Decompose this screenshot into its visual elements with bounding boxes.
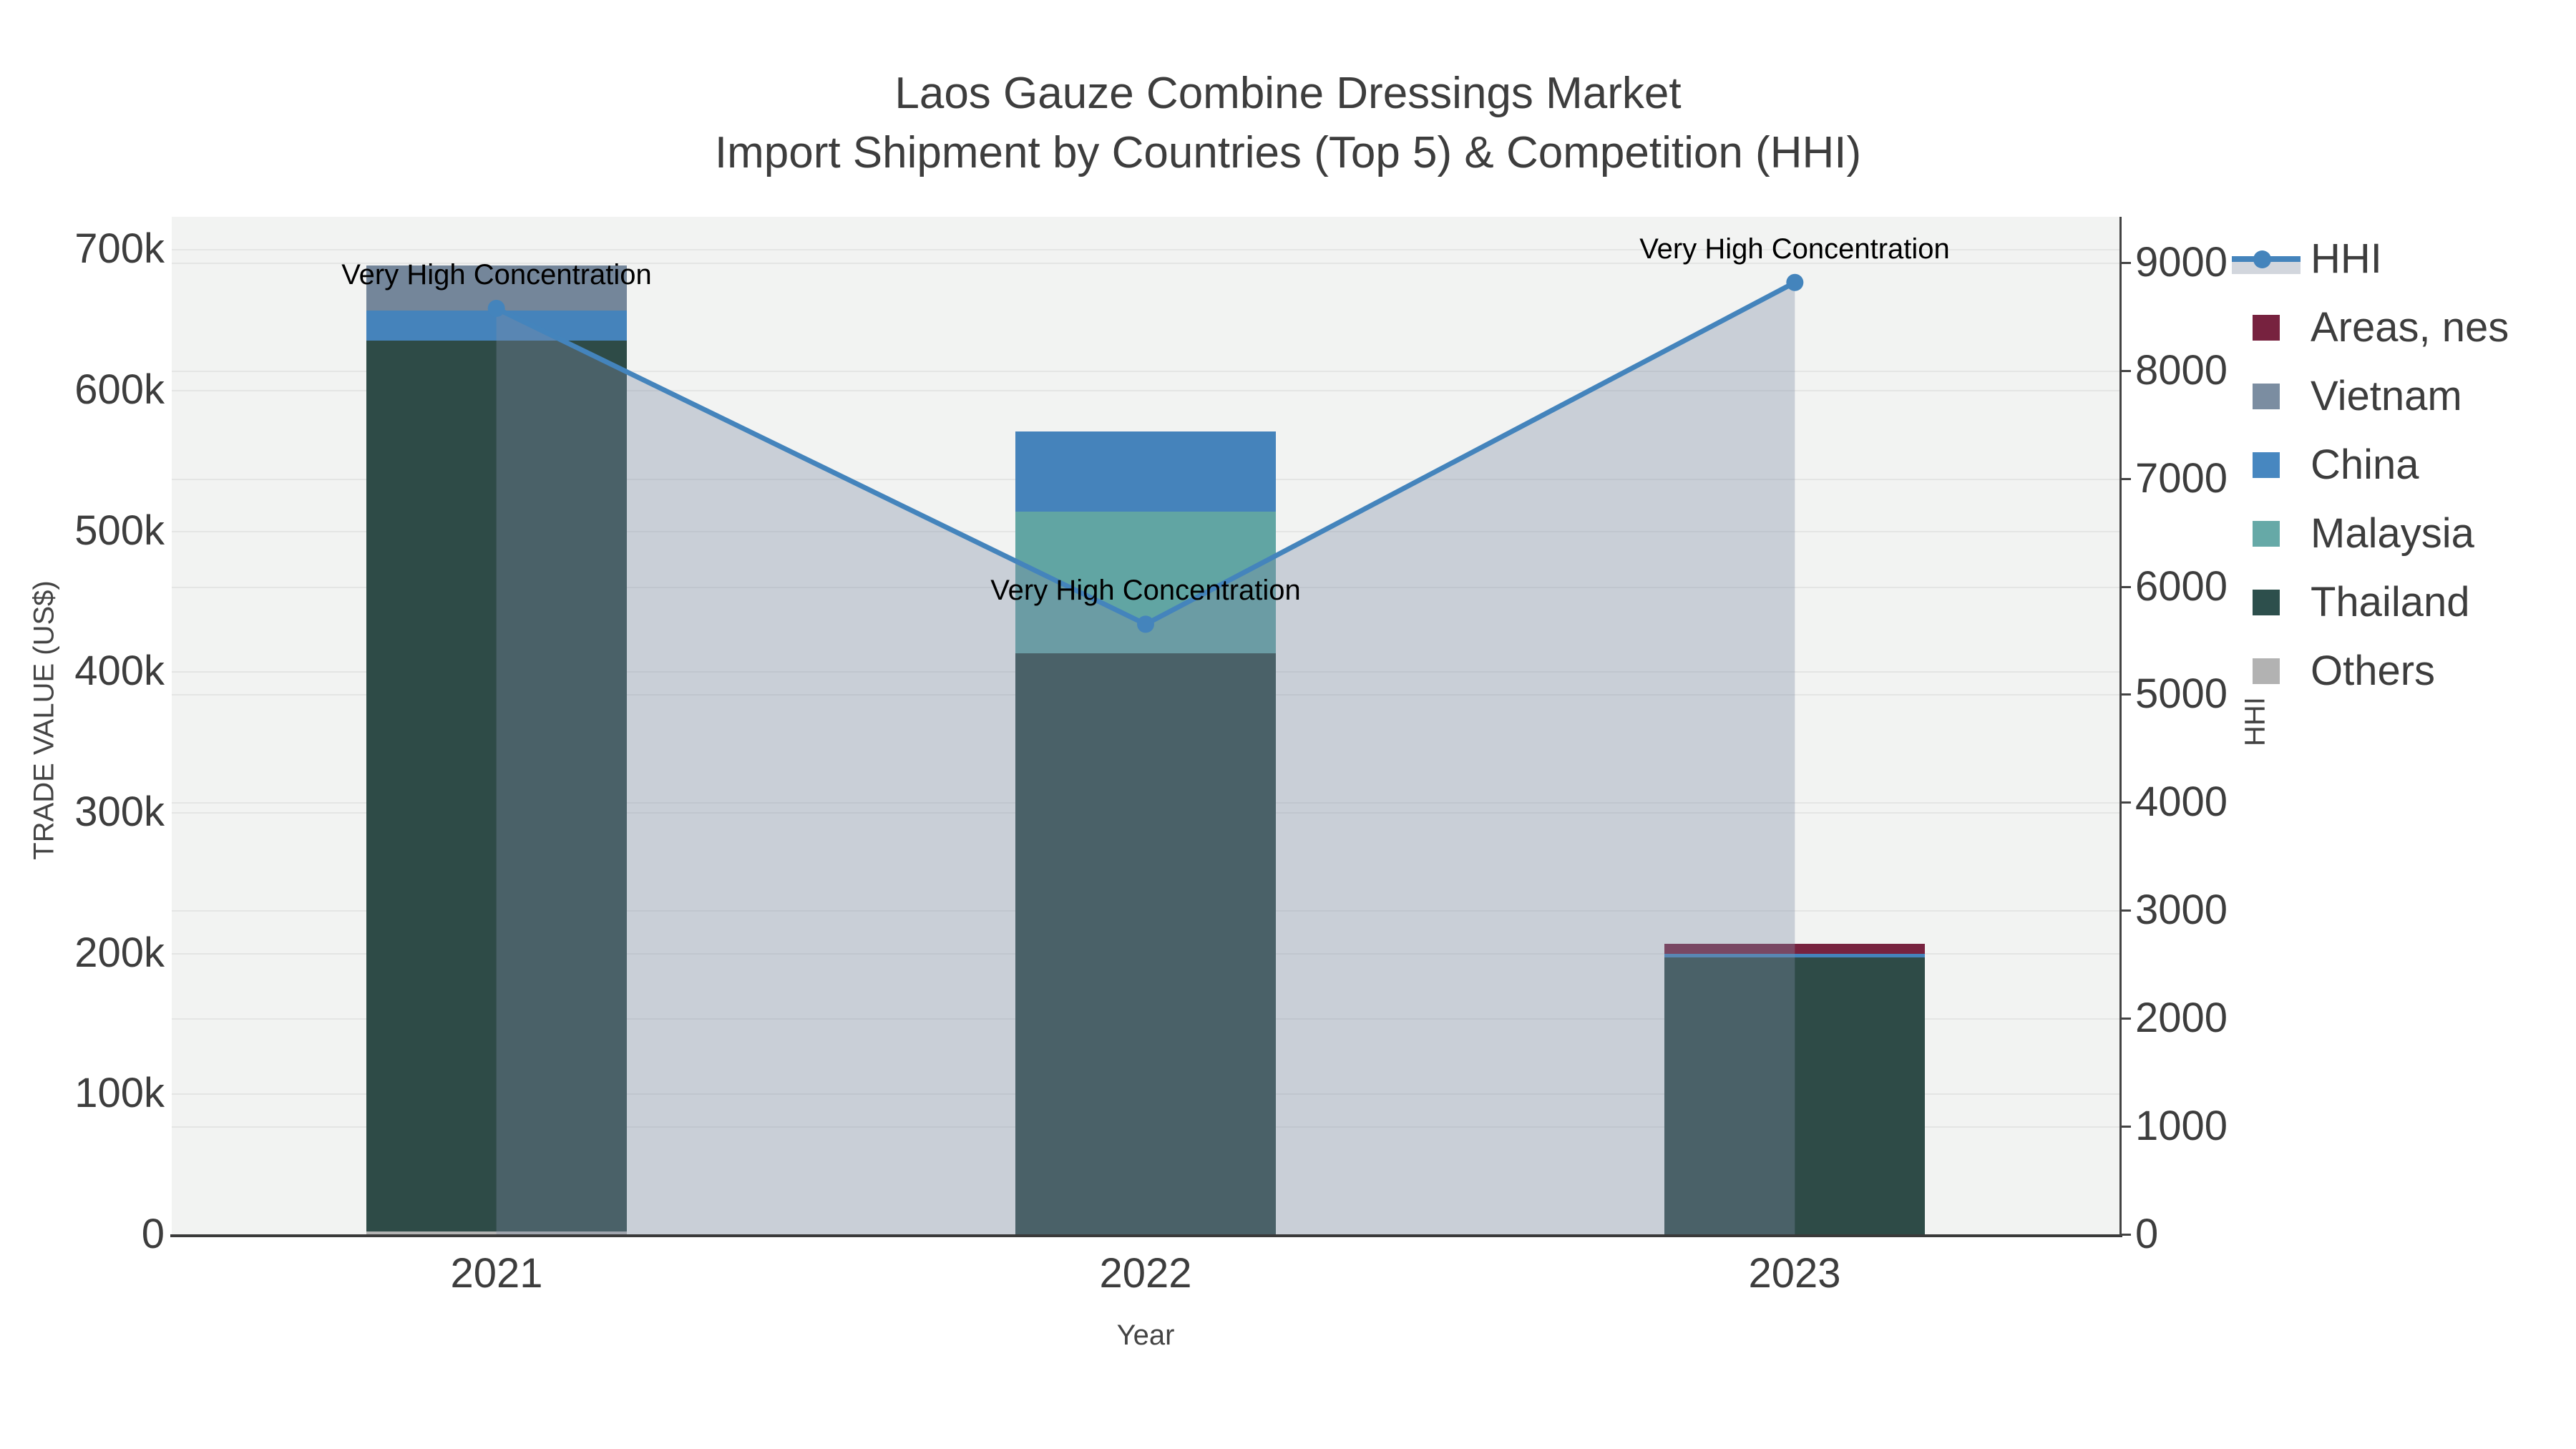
hhi-fill-swatch <box>2232 262 2301 274</box>
legend-label: Malaysia <box>2311 510 2474 557</box>
color-swatch-icon <box>2222 362 2311 431</box>
annotation-2023: Very High Concentration <box>1639 233 1950 265</box>
right-axis-tick-mark <box>2119 262 2131 264</box>
y-right-tick-8000: 8000 <box>2135 347 2228 394</box>
y-right-tick-7000: 7000 <box>2135 455 2228 502</box>
color-swatch-icon <box>2222 499 2311 568</box>
y-right-tick-6000: 6000 <box>2135 563 2228 610</box>
y-left-tick-700k: 700k <box>74 225 165 272</box>
y-left-tick-400k: 400k <box>74 648 165 694</box>
x-tick-2023: 2023 <box>1748 1250 1841 1297</box>
legend-label: Thailand <box>2311 579 2470 625</box>
y-right-tick-2000: 2000 <box>2135 995 2228 1041</box>
bar-areas-nes-2023[interactable] <box>1664 943 1925 954</box>
hhi-area-fill <box>496 282 1795 1234</box>
y-right-tick-5000: 5000 <box>2135 670 2228 717</box>
hhi-marker-2023[interactable] <box>1786 273 1804 291</box>
y-right-tick-9000: 9000 <box>2135 239 2228 286</box>
right-axis-tick-mark <box>2119 1018 2131 1020</box>
swatch-china <box>2253 452 2280 478</box>
annotation-2021: Very High Concentration <box>341 259 652 291</box>
bar-thailand-2022[interactable] <box>1015 653 1276 1234</box>
y-left-tick-200k: 200k <box>74 930 165 976</box>
bar-others-2021[interactable] <box>366 1231 627 1234</box>
legend-item-areas-nes[interactable]: Areas, nes <box>2222 293 2565 362</box>
right-axis-tick-mark <box>2119 586 2131 588</box>
right-axis-tick-mark <box>2119 1234 2131 1236</box>
y-left-tick-0: 0 <box>141 1211 165 1257</box>
legend-label: China <box>2311 441 2419 488</box>
right-axis-tick-mark <box>2119 1126 2131 1128</box>
chart-title-line1: Laos Gauze Combine Dressings Market <box>894 69 1682 118</box>
right-axis-tick-mark <box>2119 693 2131 696</box>
y-left-tick-100k: 100k <box>74 1070 165 1116</box>
swatch-vietnam <box>2253 384 2280 409</box>
x-tick-2021: 2021 <box>450 1250 543 1297</box>
swatch-thailand <box>2253 590 2280 615</box>
legend-item-hhi[interactable]: HHI <box>2222 225 2565 293</box>
y-axis-left-title: TRADE VALUE (US$) <box>28 580 60 860</box>
hhi-marker-2021[interactable] <box>487 299 505 317</box>
bar-china-2023[interactable] <box>1664 953 1925 957</box>
legend-label: Vietnam <box>2311 373 2462 419</box>
bar-thailand-2023[interactable] <box>1664 957 1925 1234</box>
y-right-tick-3000: 3000 <box>2135 887 2228 933</box>
legend-label: Areas, nes <box>2311 304 2509 351</box>
y-right-tick-1000: 1000 <box>2135 1103 2228 1149</box>
right-axis-tick-mark <box>2119 370 2131 372</box>
legend-item-china[interactable]: China <box>2222 431 2565 499</box>
gridline <box>172 263 2119 264</box>
right-axis-tick-mark <box>2119 909 2131 912</box>
legend-item-vietnam[interactable]: Vietnam <box>2222 362 2565 431</box>
hhi-line-layer <box>487 273 1804 1234</box>
x-axis-title: Year <box>1116 1319 1175 1351</box>
swatch-others <box>2253 658 2280 684</box>
bar-china-2022[interactable] <box>1015 431 1276 512</box>
hhi-line-swatch-icon <box>2222 225 2311 293</box>
gridline <box>172 249 2119 250</box>
legend: HHI Areas, nes Vietnam China Malaysia Thailan… <box>2222 225 2565 706</box>
y-right-tick-0: 0 <box>2135 1211 2159 1257</box>
swatch-malaysia <box>2253 521 2280 547</box>
legend-label: Others <box>2311 648 2436 694</box>
x-tick-2022: 2022 <box>1099 1250 1192 1297</box>
chart-title-line2: Import Shipment by Countries (Top 5) & C… <box>714 128 1862 177</box>
swatch-areas-nes <box>2253 315 2280 341</box>
y-right-tick-4000: 4000 <box>2135 779 2228 825</box>
hhi-marker-2022[interactable] <box>1137 615 1154 633</box>
right-axis-tick-mark <box>2119 801 2131 804</box>
legend-item-others[interactable]: Others <box>2222 637 2565 706</box>
y-left-tick-600k: 600k <box>74 366 165 413</box>
color-swatch-icon <box>2222 568 2311 637</box>
legend-item-malaysia[interactable]: Malaysia <box>2222 499 2565 568</box>
legend-label: HHI <box>2311 235 2382 282</box>
x-axis-line <box>170 1234 2122 1237</box>
right-axis-tick-mark <box>2119 478 2131 480</box>
annotation-2022: Very High Concentration <box>990 575 1301 606</box>
color-swatch-icon <box>2222 293 2311 362</box>
gridline <box>172 390 2119 391</box>
y-left-tick-500k: 500k <box>74 507 165 554</box>
y-left-tick-300k: 300k <box>74 789 165 835</box>
bar-thailand-2021[interactable] <box>366 341 627 1232</box>
hhi-marker-icon <box>2253 250 2271 268</box>
color-swatch-icon <box>2222 637 2311 706</box>
gridline <box>172 371 2119 372</box>
color-swatch-icon <box>2222 431 2311 499</box>
right-axis-line <box>2119 217 2122 1236</box>
legend-item-thailand[interactable]: Thailand <box>2222 568 2565 637</box>
